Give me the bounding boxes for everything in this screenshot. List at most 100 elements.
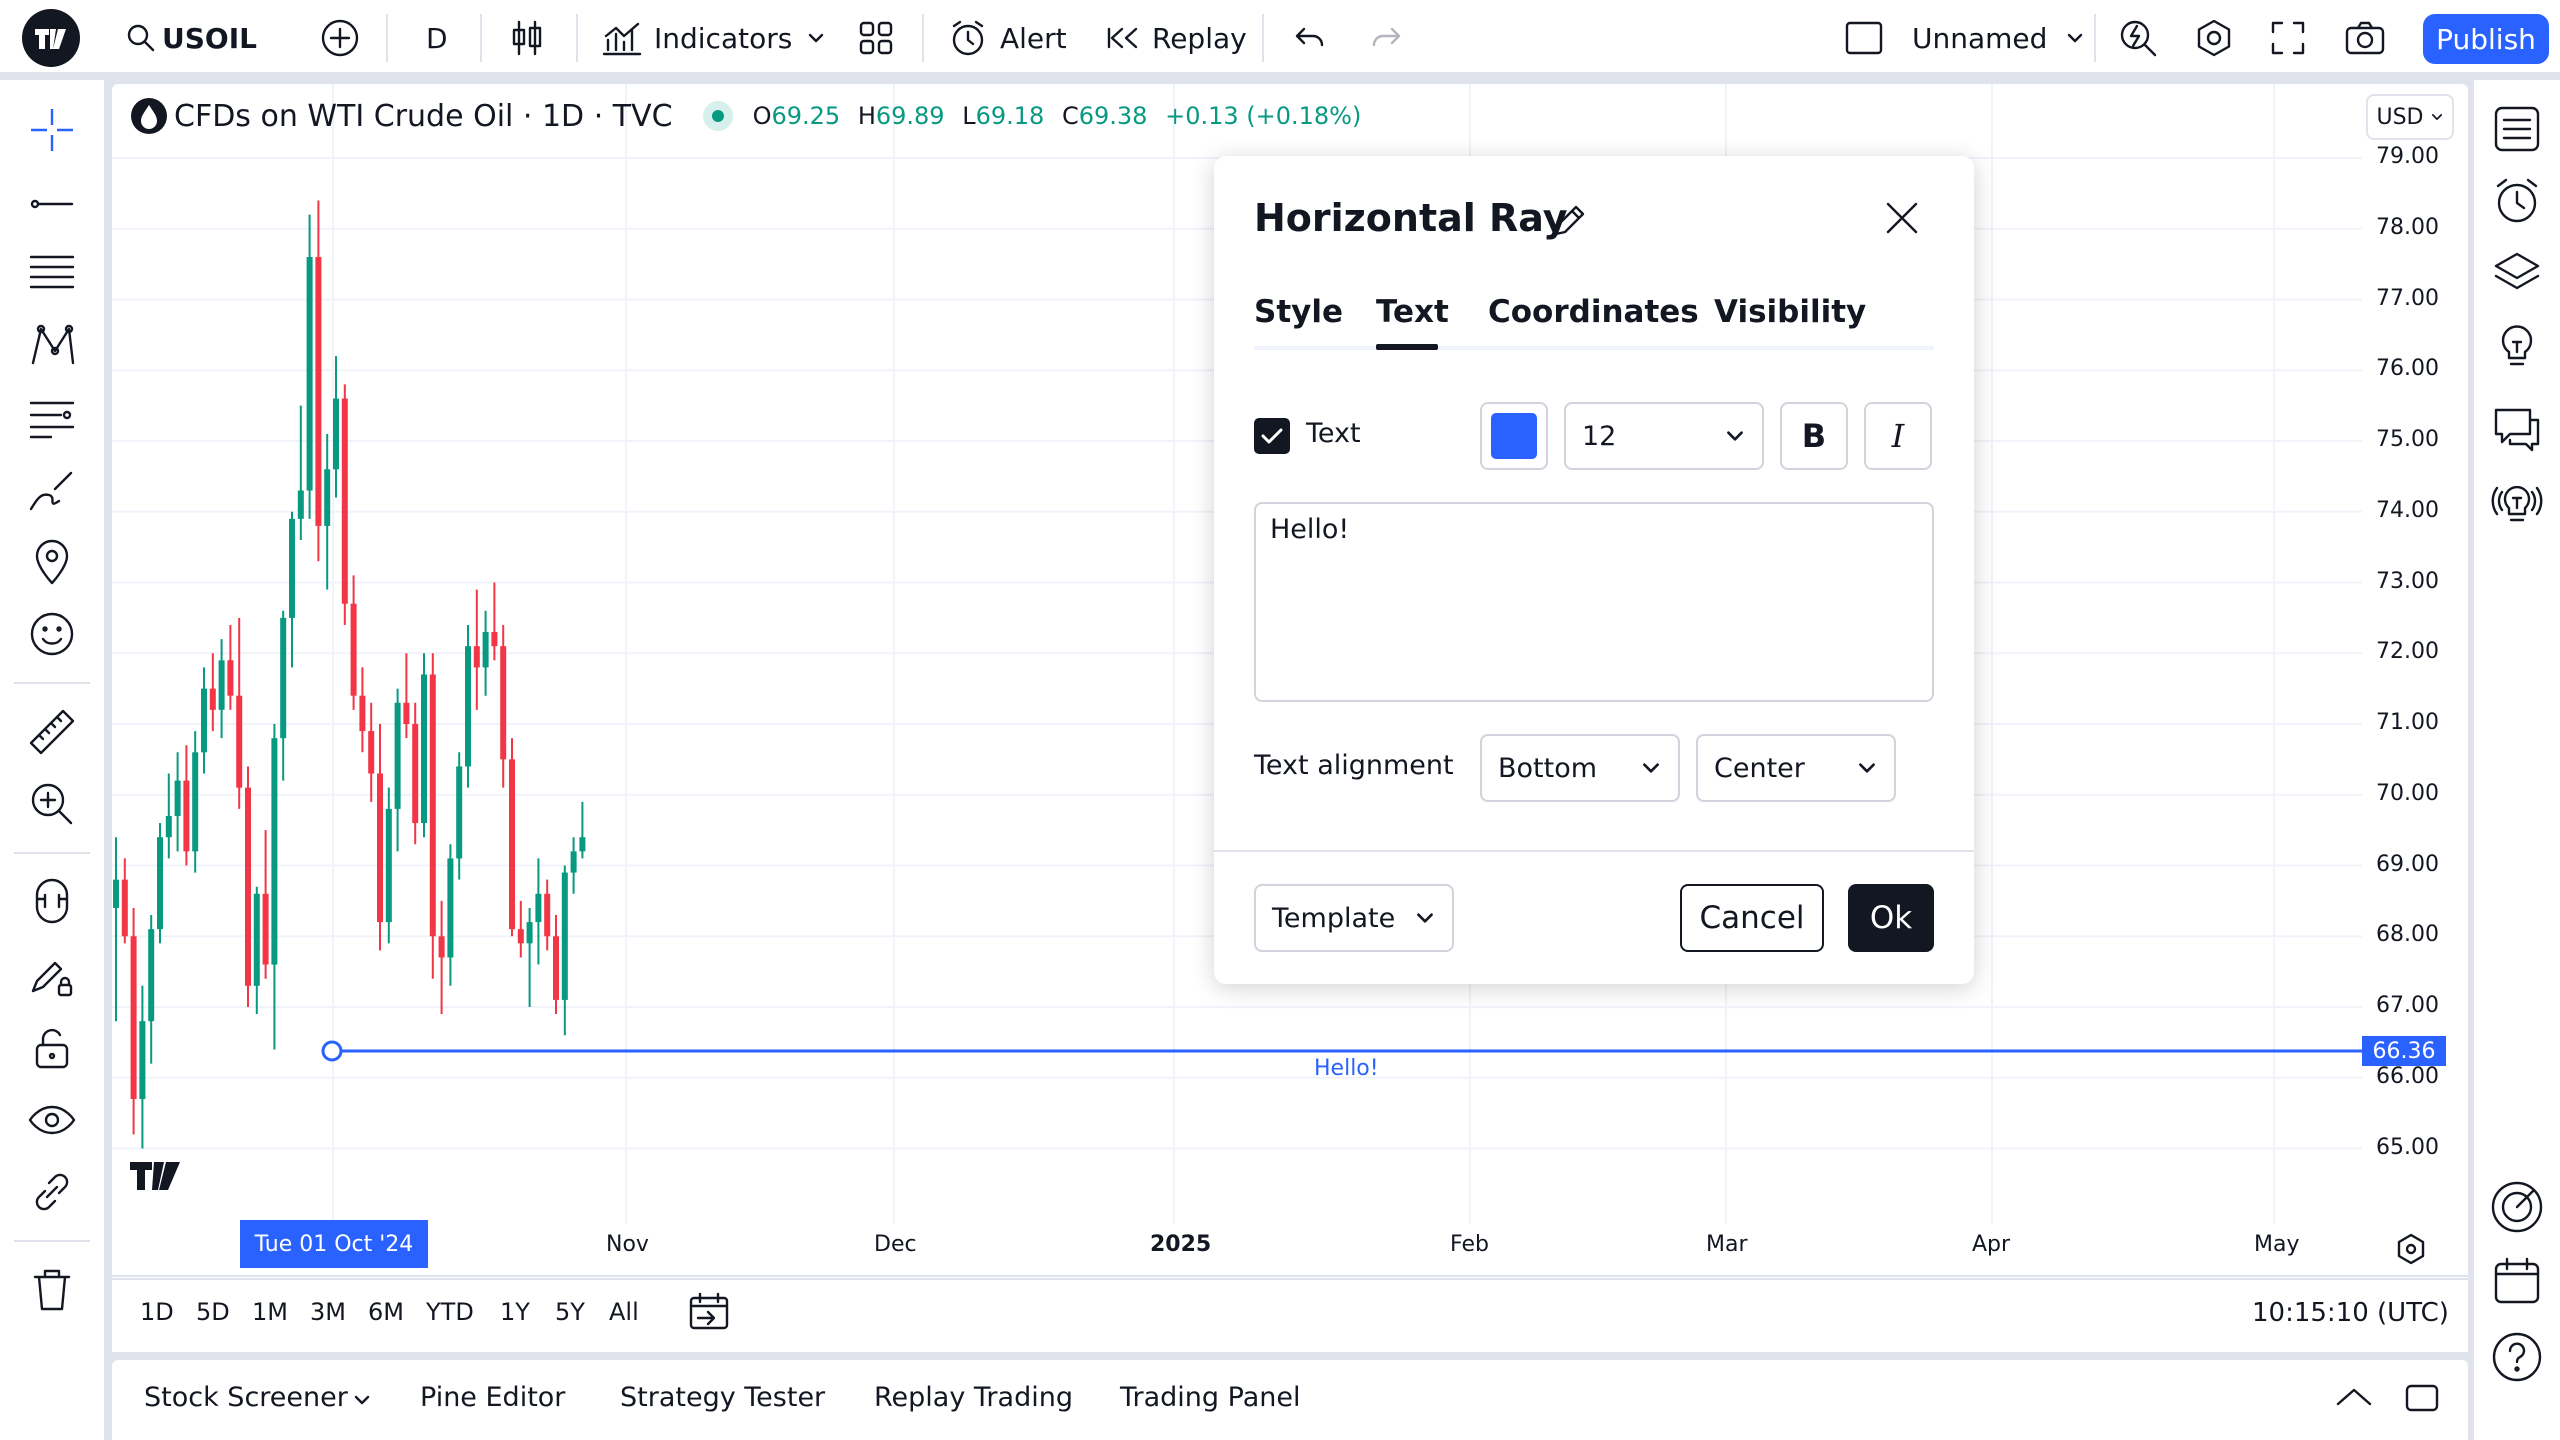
tradingview-logo-icon[interactable] (22, 0, 80, 76)
interval-button[interactable]: D (426, 0, 448, 76)
emoji-tool[interactable] (22, 604, 82, 664)
price-tick-label: 73.00 (2376, 568, 2439, 594)
candle-body (341, 398, 348, 604)
watchlist-button[interactable] (2484, 96, 2550, 162)
alerts-button[interactable] (2484, 168, 2550, 234)
crosshair-tool[interactable] (22, 100, 82, 160)
chevron-up-icon (2336, 1388, 2372, 1406)
brush-tool[interactable] (22, 460, 82, 520)
symbol-search-button[interactable]: USOIL (126, 0, 257, 76)
chats-button[interactable] (2484, 396, 2550, 462)
calendar-button[interactable] (2484, 1248, 2550, 1314)
candle-body (526, 922, 533, 944)
range-button-5d[interactable]: 5D (196, 1298, 230, 1326)
range-button-1d[interactable]: 1D (140, 1298, 174, 1326)
currency-select[interactable]: USD (2366, 94, 2454, 140)
bottom-tab-stock-screener[interactable]: Stock Screener (144, 1382, 348, 1413)
font-size-select[interactable]: 12 (1564, 402, 1764, 470)
axis-settings-button[interactable] (2394, 1232, 2428, 1266)
measure-tool[interactable] (22, 702, 82, 762)
magnet-tool[interactable] (22, 872, 82, 932)
lock-drawing-tool[interactable] (22, 946, 82, 1006)
text-color-button[interactable] (1480, 402, 1548, 470)
publish-button[interactable]: Publish (2423, 14, 2549, 64)
candle-body (130, 936, 137, 1099)
redo-button[interactable] (1370, 0, 1402, 76)
range-button-6m[interactable]: 6M (368, 1298, 404, 1326)
indicators-dropdown[interactable] (806, 0, 826, 76)
templates-button[interactable] (858, 0, 894, 76)
clock[interactable]: 10:15:10 (UTC) (2252, 1298, 2449, 1328)
candle (412, 702, 419, 845)
text-textarea[interactable]: Hello! (1254, 502, 1934, 702)
time-tick-label: May (2254, 1232, 2300, 1257)
range-button-ytd[interactable]: YTD (426, 1298, 474, 1326)
annotation-tool[interactable] (22, 532, 82, 592)
horizontal-align-select[interactable]: Center (1696, 734, 1896, 802)
indicators-button[interactable]: Indicators (602, 0, 792, 76)
fullscreen-button[interactable] (2270, 0, 2306, 76)
lock-all-tool[interactable] (22, 1018, 82, 1078)
candle (165, 773, 172, 859)
range-button-3m[interactable]: 3M (310, 1298, 346, 1326)
sync-drawings-tool[interactable] (22, 1162, 82, 1222)
remove-drawings-tool[interactable] (22, 1260, 82, 1320)
range-button-1m[interactable]: 1M (252, 1298, 288, 1326)
rename-button[interactable] (1552, 202, 1588, 238)
close-button[interactable] (1884, 200, 1920, 236)
help-button[interactable] (2484, 1324, 2550, 1390)
text-alignment-label: Text alignment (1254, 750, 1454, 781)
cancel-button[interactable]: Cancel (1680, 884, 1824, 952)
layout-button[interactable]: Unnamed (1844, 0, 2085, 76)
broadcast-bulb-icon (2491, 485, 2543, 522)
trend-line-tool[interactable] (22, 174, 82, 234)
vertical-align-select[interactable]: Bottom (1480, 734, 1680, 802)
close-icon (1886, 202, 1918, 234)
template-select[interactable]: Template (1254, 884, 1454, 952)
hotlists-button[interactable] (2484, 1174, 2550, 1240)
tab-text[interactable]: Text (1376, 294, 1449, 330)
fib-tool[interactable] (22, 244, 82, 304)
bottom-tab-replay-trading[interactable]: Replay Trading (874, 1382, 1073, 1413)
snapshot-button[interactable] (2344, 0, 2386, 76)
tab-coordinates[interactable]: Coordinates (1488, 294, 1699, 330)
market-status-icon[interactable] (702, 101, 733, 131)
settings-button[interactable] (2194, 0, 2234, 76)
candle (553, 915, 559, 1015)
prediction-tool[interactable] (22, 388, 82, 448)
candlestick-series (113, 200, 586, 1149)
text-checkbox[interactable] (1254, 418, 1290, 454)
tab-visibility[interactable]: Visibility (1714, 294, 1867, 330)
range-button-all[interactable]: All (609, 1298, 639, 1326)
compare-add-button[interactable] (320, 0, 360, 76)
collapse-panel-button[interactable] (2334, 1382, 2374, 1412)
ok-button[interactable]: Ok (1848, 884, 1934, 952)
tradingview-watermark-icon[interactable] (130, 1160, 192, 1192)
tab-style[interactable]: Style (1254, 294, 1344, 330)
streams-button[interactable] (2484, 468, 2550, 534)
candle (350, 575, 357, 710)
bold-button[interactable]: B (1780, 402, 1848, 470)
zoom-tool[interactable] (22, 774, 82, 834)
hide-drawings-tool[interactable] (22, 1090, 82, 1150)
quick-search-button[interactable] (2118, 0, 2158, 76)
horizontal-ray-settings-dialog: Horizontal Ray Style Text Coordinates Vi… (1214, 156, 1974, 984)
replay-button[interactable]: Replay (1106, 0, 1247, 76)
range-button-1y[interactable]: 1Y (500, 1298, 530, 1326)
bottom-tab-trading-panel[interactable]: Trading Panel (1120, 1382, 1301, 1413)
chart-type-button[interactable] (510, 0, 544, 76)
chevron-down-icon[interactable] (352, 1390, 372, 1410)
object-tree-button[interactable] (2484, 240, 2550, 306)
pattern-tool[interactable] (22, 316, 82, 376)
range-button-5y[interactable]: 5Y (555, 1298, 585, 1326)
symbol-title[interactable]: CFDs on WTI Crude Oil · 1D · TVC (174, 98, 673, 134)
undo-button[interactable] (1294, 0, 1326, 76)
map-pin-icon (35, 539, 69, 585)
bottom-tab-strategy-tester[interactable]: Strategy Tester (620, 1382, 826, 1413)
maximize-panel-button[interactable] (2404, 1382, 2440, 1414)
alert-button[interactable]: Alert (948, 0, 1067, 76)
bottom-tab-pine-editor[interactable]: Pine Editor (420, 1382, 566, 1413)
goto-date-button[interactable] (688, 1292, 732, 1332)
italic-button[interactable]: I (1864, 402, 1932, 470)
ideas-button[interactable] (2484, 312, 2550, 378)
